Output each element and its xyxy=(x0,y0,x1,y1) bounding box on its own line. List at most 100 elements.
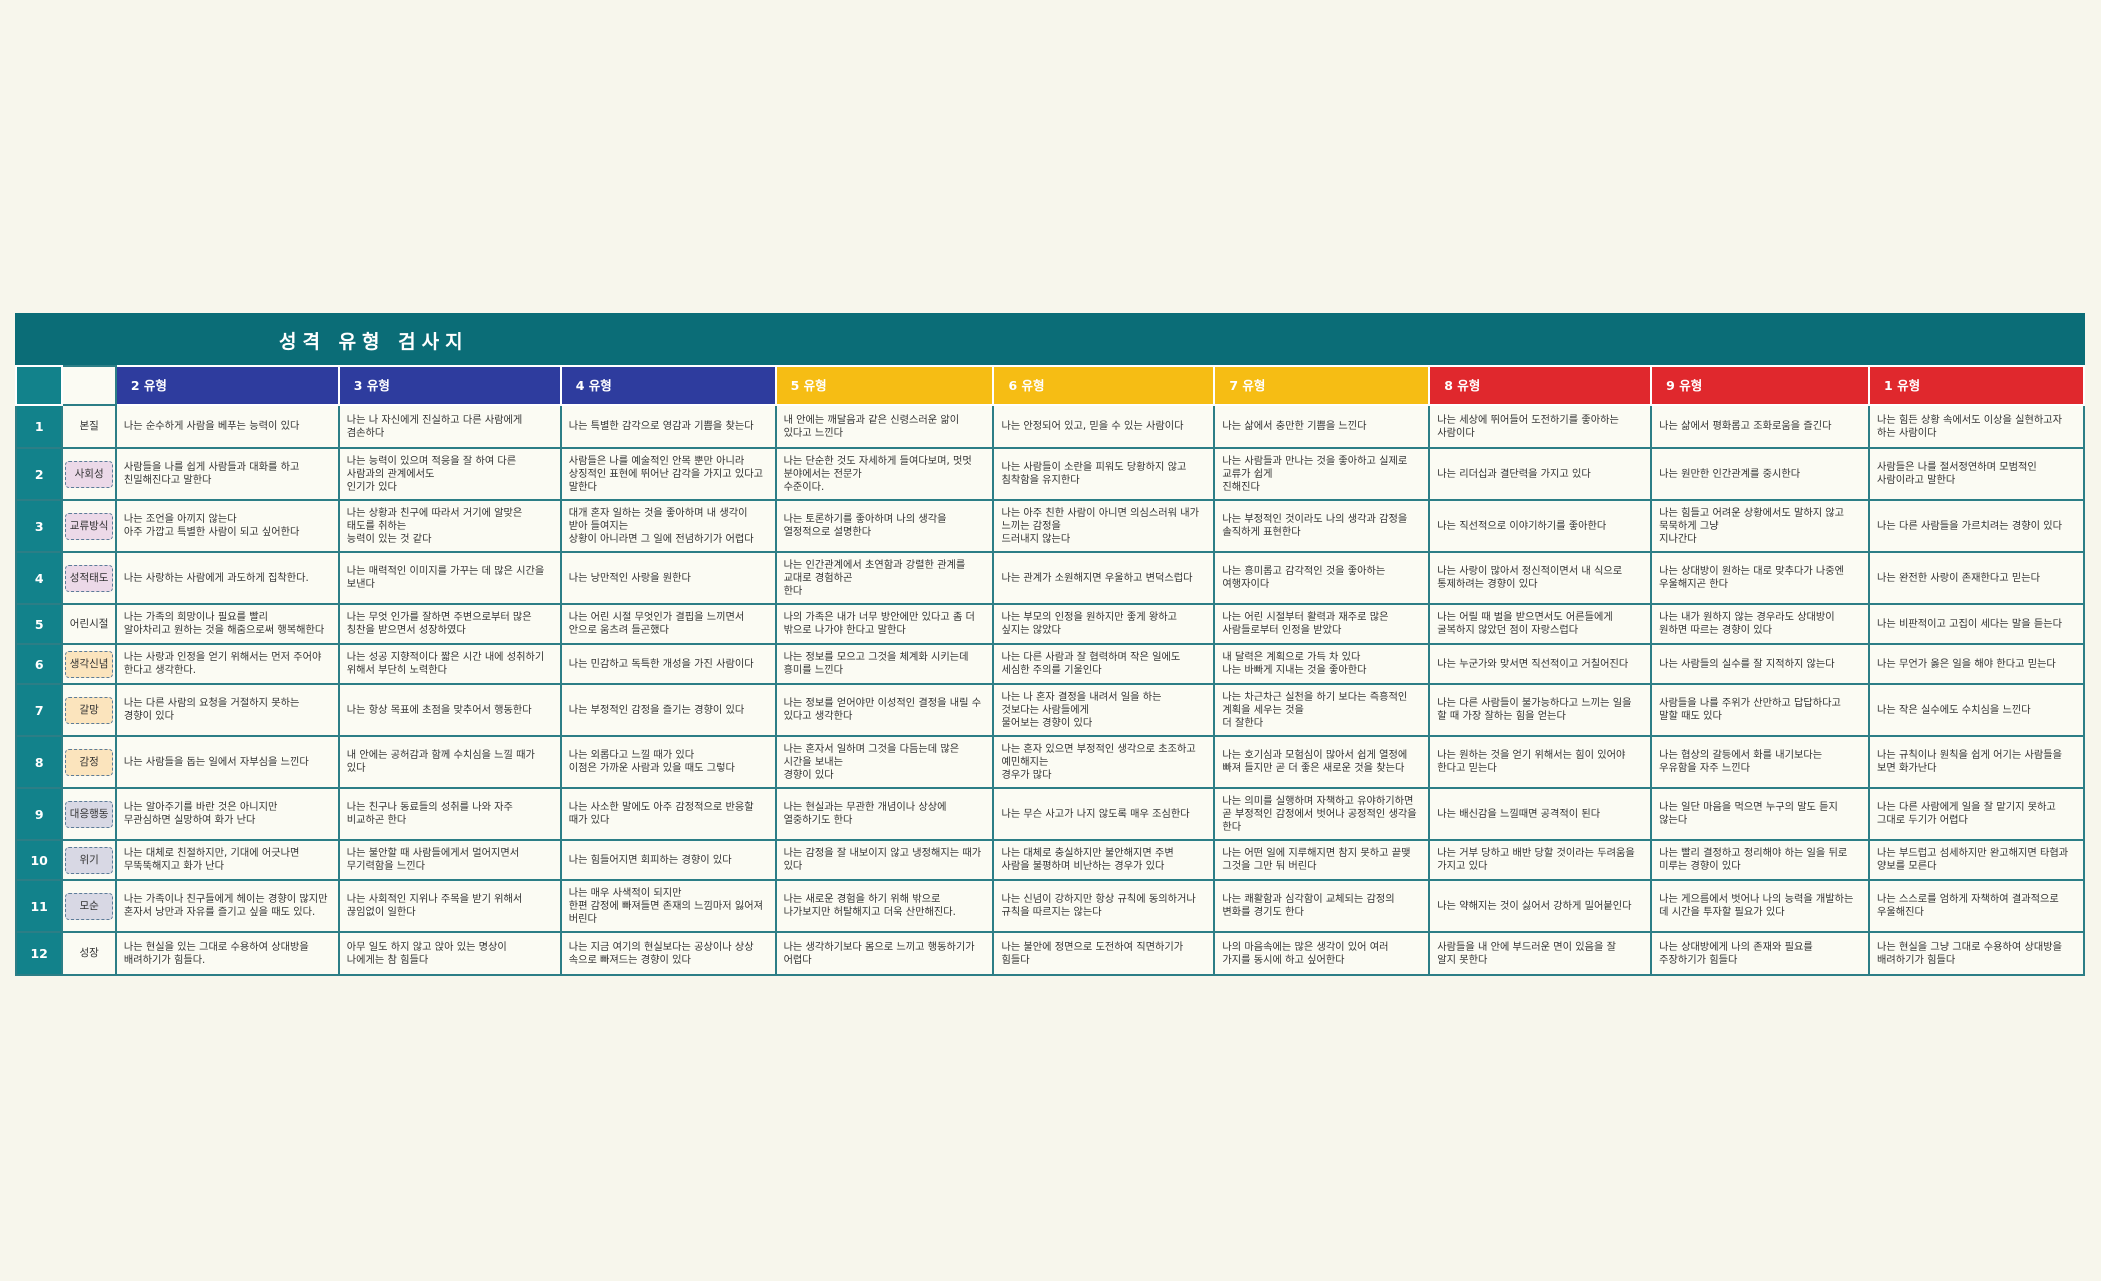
statement-cell: 내 달력은 계획으로 가득 차 있다 나는 바빠게 지내는 것을 좋아한다 xyxy=(1213,643,1431,685)
statement-cell: 나는 사소한 말에도 아주 감정적으로 반응할 때가 있다 xyxy=(559,787,777,841)
statement-cell: 나는 호기심과 모험심이 많아서 쉽게 열정에 빠져 들지만 곧 더 좋은 새로… xyxy=(1213,735,1431,789)
statement-cell: 나는 가족의 희망이나 필요를 빨리 알아차리고 원하는 것을 해줌으로써 행복… xyxy=(114,603,340,645)
row-category: 대응행동 xyxy=(61,787,117,841)
row-number: 2 xyxy=(14,447,64,501)
statement-cell: 나는 관계가 소원해지면 우울하고 변덕스럽다 xyxy=(992,551,1216,605)
statement-cell: 나는 불안에 정면으로 도전하여 직면하기가 힘들다 xyxy=(992,931,1216,976)
row-category-label: 위기 xyxy=(65,846,113,874)
statement-cell: 나는 현실과는 무관한 개념이나 상상에 열중하기도 한다 xyxy=(774,787,995,841)
statement-cell: 나는 사람들의 실수를 잘 지적하지 않는다 xyxy=(1650,643,1871,685)
statement-cell: 나는 가족이나 친구들에게 헤이는 경향이 많지만 혼자서 낭만과 자유를 즐기… xyxy=(114,879,340,933)
statement-cell: 나는 사람들과 만나는 것을 좋아하고 실제로 교류가 쉽게 진해진다 xyxy=(1213,447,1431,501)
statement-cell: 나는 감정을 잘 내보이지 않고 냉정해지는 때가 있다 xyxy=(774,839,995,881)
statement-cell: 나는 대체로 친절하지만, 기대에 어긋나면 무뚝뚝해지고 화가 난다 xyxy=(114,839,340,881)
statement-cell: 나는 상황과 친구에 따라서 거기에 알맞은 태도를 취하는 능력이 있는 것 … xyxy=(337,499,562,553)
row-category: 성장 xyxy=(61,931,117,976)
header-type-3: 3 유형 xyxy=(337,365,562,406)
statement-cell: 나는 지금 여기의 현실보다는 공상이나 상상 속으로 빠져드는 경향이 있다 xyxy=(559,931,777,976)
row-category: 생각신념 xyxy=(61,643,117,685)
row-number: 9 xyxy=(14,787,64,841)
statement-cell: 나는 어릴 때 벌을 받으면서도 어른들에게 굴복하지 않았던 점이 자랑스럽다 xyxy=(1428,603,1653,645)
statement-cell: 나는 부모의 인정을 원하지만 좋게 왕하고 싶지는 않았다 xyxy=(992,603,1216,645)
statement-cell: 나는 원만한 인간관계를 중시한다 xyxy=(1650,447,1871,501)
header-type-4: 4 유형 xyxy=(559,365,777,406)
statement-cell: 나의 가족은 내가 너무 방안에만 있다고 좀 더 밖으로 나가야 한다고 말한… xyxy=(774,603,995,645)
row-category-label: 모순 xyxy=(65,892,113,920)
statement-cell: 나는 거부 당하고 배반 당할 것이라는 두려움을 가지고 있다 xyxy=(1428,839,1653,881)
row-number: 4 xyxy=(14,551,64,605)
statement-cell: 나는 사랑과 인정을 얻기 위해서는 먼저 주어야 한다고 생각한다. xyxy=(114,643,340,685)
statement-cell: 나는 단순한 것도 자세하게 들여다보며, 멋멋 분야에서는 전문가 수준이다. xyxy=(774,447,995,501)
row-category-label: 사회성 xyxy=(65,460,113,488)
statement-cell: 나는 비판적이고 고집이 세다는 말을 듣는다 xyxy=(1868,603,2085,645)
row-category: 사회성 xyxy=(61,447,117,501)
row-category: 교류방식 xyxy=(61,499,117,553)
statement-cell: 나는 민감하고 독특한 개성을 가진 사람이다 xyxy=(559,643,777,685)
type-header-row: 2 유형 3 유형 4 유형 5 유형 6 유형 7 유형 8 유형 9 유형 … xyxy=(14,365,2085,406)
statement-cell: 나는 혼자 있으면 부정적인 생각으로 초조하고 예민해지는 경우가 많다 xyxy=(992,735,1216,789)
row-number: 7 xyxy=(14,683,64,737)
statement-cell: 나는 사람들을 돕는 일에서 자부심을 느낀다 xyxy=(114,735,340,789)
statement-cell: 나는 무엇 인가를 잘하면 주변으로부터 많은 칭찬을 받으면서 성장하였다 xyxy=(337,603,562,645)
statement-cell: 나는 사랑이 많아서 정신적이면서 내 식으로 통제하려는 경향이 있다 xyxy=(1428,551,1653,605)
statement-cell: 나는 쾌활함과 심각함이 교체되는 감정의 변화를 경기도 한다 xyxy=(1213,879,1431,933)
personality-table: 2 유형 3 유형 4 유형 5 유형 6 유형 7 유형 8 유형 9 유형 … xyxy=(14,365,2085,976)
statement-cell: 나는 항상 목표에 초점을 맞추어서 행동한다 xyxy=(337,683,562,737)
statement-cell: 나는 조언을 아끼지 않는다 아주 가깝고 특별한 사람이 되고 싶어한다 xyxy=(114,499,340,553)
row-category: 모순 xyxy=(61,879,117,933)
statement-cell: 나는 다른 사람들이 불가능하다고 느끼는 일을 할 때 가장 잘하는 힘을 얻… xyxy=(1428,683,1653,737)
statement-cell: 나는 빨리 결정하고 정리해야 하는 일을 뒤로 미루는 경향이 있다 xyxy=(1650,839,1871,881)
statement-cell: 나는 현실을 있는 그대로 수용하여 상대방을 배려하기가 힘들다. xyxy=(114,931,340,976)
statement-cell: 사람들을 내 안에 부드러운 면이 있음을 잘 알지 못한다 xyxy=(1428,931,1653,976)
statement-cell: 나는 힘들어지면 회피하는 경향이 있다 xyxy=(559,839,777,881)
row-number: 6 xyxy=(14,643,64,685)
statement-cell: 나는 힘든 상황 속에서도 이상을 실현하고자 하는 사람이다 xyxy=(1868,404,2085,449)
row-category-label: 생각신념 xyxy=(65,650,113,678)
statement-cell: 나는 혼자서 일하며 그것을 다듬는데 많은 시간을 보내는 경향이 있다 xyxy=(774,735,995,789)
row-category-label: 감정 xyxy=(65,748,113,776)
table-row: 4 성적태도 나는 사랑하는 사람에게 과도하게 집착한다. 나는 매력적인 이미지를… xyxy=(14,551,2085,605)
statement-cell: 사람들은 나를 예술적인 안목 뿐만 아니라 상징적인 표현에 뛰어난 감각을 … xyxy=(559,447,777,501)
sheet-title: 성격 유형 검사지 xyxy=(279,331,469,353)
title-bar: 성격 유형 검사지 xyxy=(15,313,2085,365)
row-category-label: 갈망 xyxy=(65,696,113,724)
row-category-label: 성적태도 xyxy=(65,564,113,592)
statement-cell: 나는 능력이 있으며 적응을 잘 하여 다른 사람과의 관계에서도 인기가 있다 xyxy=(337,447,562,501)
statement-cell: 나는 무슨 사고가 나지 않도록 매우 조심한다 xyxy=(992,787,1216,841)
table-row: 3 교류방식 나는 조언을 아끼지 않는다 아주 가깝고 특별한 사람이 되고 싶어… xyxy=(14,499,2085,553)
statement-cell: 나는 대체로 충실하지만 불안해지면 주변 사람을 불평하며 비난하는 경우가 … xyxy=(992,839,1216,881)
statement-cell: 나는 나 혼자 결정을 내려서 일을 하는 것보다는 사람들에게 물어보는 경향… xyxy=(992,683,1216,737)
statement-cell: 나는 차근차근 실천을 하기 보다는 즉흥적인 계획을 세우는 것을 더 잘한다 xyxy=(1213,683,1431,737)
statement-cell: 나는 어떤 일에 지루해지면 참지 못하고 끝맺 그것을 그만 둬 버린다 xyxy=(1213,839,1431,881)
statement-cell: 나는 사랑하는 사람에게 과도하게 집착한다. xyxy=(114,551,340,605)
statement-cell: 나는 매력적인 이미지를 가꾸는 데 많은 시간을 보낸다 xyxy=(337,551,562,605)
row-category: 갈망 xyxy=(61,683,117,737)
statement-cell: 나는 스스로를 엄하게 자책하여 결과적으로 우울해진다 xyxy=(1868,879,2085,933)
statement-cell: 나는 내가 원하지 않는 경우라도 상대방이 원하면 따르는 경향이 있다 xyxy=(1650,603,1871,645)
statement-cell: 사람들을 나를 쉽게 사람들과 대화를 하고 친밀해진다고 말한다 xyxy=(114,447,340,501)
statement-cell: 나는 토론하기를 좋아하며 나의 생각을 열정적으로 설명한다 xyxy=(774,499,995,553)
statement-cell: 나는 다른 사람에게 일을 잘 맡기지 못하고 그대로 두기가 어렵다 xyxy=(1868,787,2085,841)
statement-cell: 내 안에는 공허감과 함께 수치심을 느낄 때가 있다 xyxy=(337,735,562,789)
table-row: 1 본질 나는 순수하게 사람을 베푸는 능력이 있다 나는 나 자신에게 진실하고 … xyxy=(14,404,2085,449)
row-category-label: 성장 xyxy=(79,947,99,959)
statement-cell: 내 안에는 깨달음과 같은 신령스러운 앎이 있다고 느낀다 xyxy=(774,404,995,449)
statement-cell: 나는 상대방에게 나의 존재와 필요를 주장하기가 힘들다 xyxy=(1650,931,1871,976)
statement-cell: 나는 규칙이나 원칙을 쉽게 어기는 사람들을 보면 화가난다 xyxy=(1868,735,2085,789)
row-number: 11 xyxy=(14,879,64,933)
header-type-9: 9 유형 xyxy=(1650,365,1871,406)
row-category: 성적태도 xyxy=(61,551,117,605)
table-row: 11 모순 나는 가족이나 친구들에게 헤이는 경향이 많지만 혼자서 낭만과 자유… xyxy=(14,879,2085,933)
table-row: 12 성장 나는 현실을 있는 그대로 수용하여 상대방을 배려하기가 힘들다. 아무… xyxy=(14,931,2085,976)
statement-cell: 나는 다른 사람의 요청을 거절하지 못하는 경향이 있다 xyxy=(114,683,340,737)
statement-cell: 나는 누군가와 맞서면 직선적이고 거칠어진다 xyxy=(1428,643,1653,685)
row-category-label: 어린시절 xyxy=(69,617,109,630)
statement-cell: 나는 생각하기보다 몸으로 느끼고 행동하기가 어렵다 xyxy=(774,931,995,976)
statement-cell: 나는 낭만적인 사랑을 원한다 xyxy=(559,551,777,605)
statement-cell: 나는 사회적인 지위나 주목을 받기 위해서 끊임없이 일한다 xyxy=(337,879,562,933)
statement-cell: 나는 상대방이 원하는 대로 맞추다가 나중엔 우울해지곤 한다 xyxy=(1650,551,1871,605)
row-category: 위기 xyxy=(61,839,117,881)
table-row: 10 위기 나는 대체로 친절하지만, 기대에 어긋나면 무뚝뚝해지고 화가 난다 나… xyxy=(14,839,2085,881)
statement-cell: 나의 마음속에는 많은 생각이 있어 여러 가지를 동시에 하고 싶어한다 xyxy=(1213,931,1431,976)
statement-cell: 나는 부드럽고 섬세하지만 완고해지면 타협과 양보를 모른다 xyxy=(1868,839,2085,881)
